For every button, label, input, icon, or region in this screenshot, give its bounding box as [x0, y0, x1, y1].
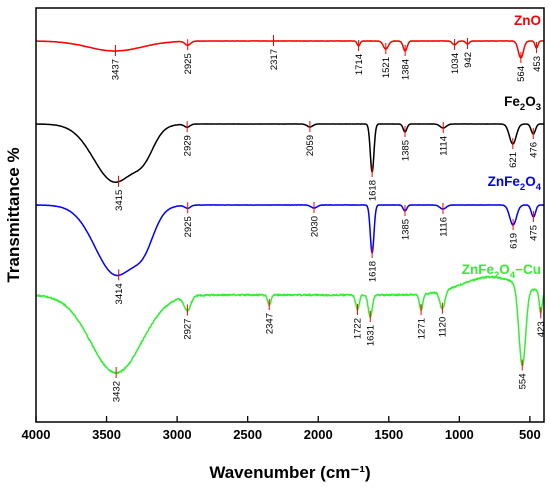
peak-label-0-2317: 2317 [269, 49, 280, 70]
peak-label-1-476: 476 [529, 142, 540, 158]
peak-marker-layer: 3437 2925 2317 1714 1521 1384 1034 942 564 453 341… [111, 35, 547, 402]
series-label-znfe2o4-cu: ZnFe2O4−Cu [462, 262, 541, 281]
peak-label-3-1722: 1722 [353, 318, 364, 339]
peak-label-2-475: 475 [529, 225, 540, 241]
peak-label-2-1618: 1618 [367, 261, 378, 282]
peak-label-0-1714: 1714 [354, 54, 365, 75]
series-line-znfe2o4-cu [35, 275, 545, 375]
x-tick-label-500: 500 [519, 427, 541, 442]
peak-label-0-453: 453 [532, 56, 543, 72]
x-tick-label-3000: 3000 [163, 427, 192, 442]
x-axis-label: Wavenumber (cm⁻¹) [209, 463, 370, 482]
peak-label-1-1385: 1385 [400, 140, 411, 161]
peak-label-2-1385: 1385 [400, 219, 411, 240]
peak-label-2-2925: 2925 [183, 216, 194, 237]
series-line-fe2o3 [35, 123, 545, 184]
series-layer [35, 40, 545, 375]
peak-label-0-1034: 1034 [450, 53, 461, 74]
series-label-fe2o3: Fe2O3 [504, 94, 541, 113]
x-tick-label-1500: 1500 [374, 427, 403, 442]
peak-label-0-564: 564 [516, 66, 527, 82]
x-axis: 4000 3500 3000 2500 2000 1500 1000 500 [22, 416, 541, 442]
peak-label-1-2059: 2059 [305, 135, 316, 156]
series-line-znfe2o4 [35, 204, 545, 277]
plot-frame [35, 7, 545, 423]
x-tick-label-4000: 4000 [22, 427, 51, 442]
peak-label-1-2929: 2929 [182, 135, 193, 156]
peak-label-2-3414: 3414 [114, 283, 125, 304]
peak-label-1-3415: 3415 [114, 190, 125, 211]
series-label-znfe2o4: ZnFe2O4 [488, 174, 542, 193]
peak-label-2-619: 619 [508, 233, 519, 249]
peak-label-3-2347: 2347 [265, 313, 276, 334]
peak-label-0-3437: 3437 [111, 59, 122, 80]
peak-label-3-1120: 1120 [438, 317, 449, 337]
peak-label-3-423: 423 [536, 321, 547, 337]
peak-label-0-942: 942 [463, 52, 474, 68]
peak-label-3-3432: 3432 [111, 381, 122, 402]
y-axis-label: Transmittance % [4, 147, 23, 282]
peak-label-0-1521: 1521 [381, 57, 392, 78]
peak-label-2-2030: 2030 [309, 216, 320, 237]
x-tick-label-2500: 2500 [233, 427, 262, 442]
peak-label-3-2927: 2927 [183, 319, 194, 340]
peak-label-1-621: 621 [508, 152, 519, 168]
x-tick-label-2000: 2000 [304, 427, 333, 442]
series-line-zno [35, 40, 545, 59]
peak-label-3-1271: 1271 [416, 318, 427, 339]
series-label-zno-text: ZnO [514, 13, 541, 28]
peak-label-2-1116: 1116 [438, 217, 449, 237]
peak-label-0-2925: 2925 [183, 53, 194, 74]
x-tick-label-1000: 1000 [445, 427, 474, 442]
x-tick-label-3500: 3500 [92, 427, 121, 442]
peak-label-1-1114: 1114 [439, 136, 450, 156]
peak-label-3-1631: 1631 [366, 325, 377, 346]
peak-label-0-1384: 1384 [400, 59, 411, 80]
peak-label-3-554: 554 [518, 373, 529, 389]
series-label-zno: ZnO [514, 13, 541, 28]
peak-label-1-1618: 1618 [367, 180, 378, 201]
